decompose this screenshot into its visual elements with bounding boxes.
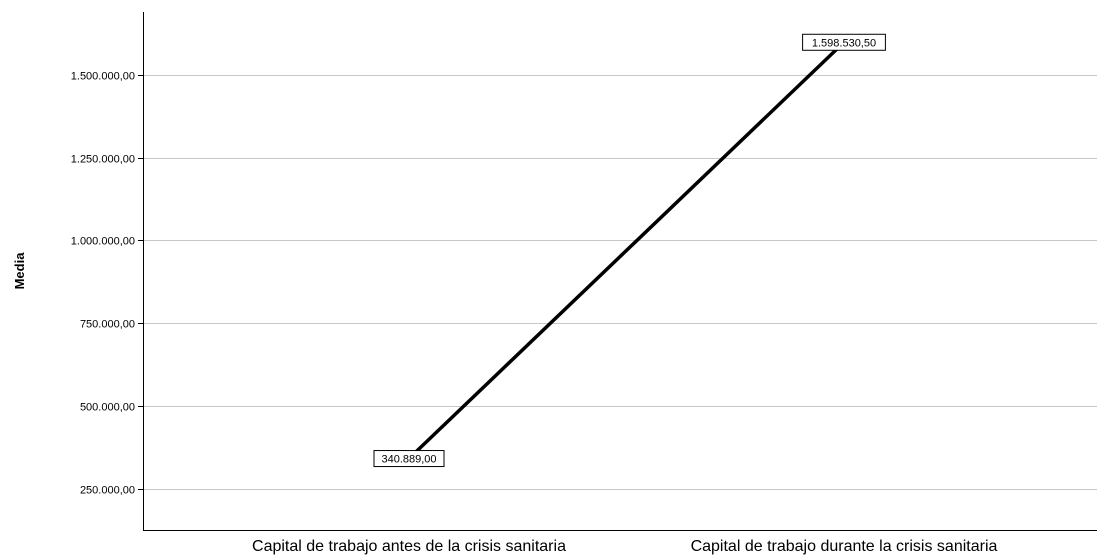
x-category-label: Capital de trabajo antes de la crisis sa… <box>252 538 566 555</box>
y-axis-label: Media <box>12 252 27 290</box>
y-tick-label: 1.500.000,00 <box>71 71 135 83</box>
series-line <box>407 41 846 460</box>
data-label: 1.598.530,50 <box>802 33 886 51</box>
x-axis-category-labels: Capital de trabajo antes de la crisis sa… <box>252 538 997 555</box>
y-tick-label: 1.000.000,00 <box>71 236 135 248</box>
data-label-text: 340.889,00 <box>381 454 436 466</box>
y-tick-label: 500.000,00 <box>80 402 135 414</box>
y-tick-label: 750.000,00 <box>80 319 135 331</box>
series-line-group <box>407 41 846 460</box>
axes <box>143 12 1097 531</box>
data-labels: 340.889,00 1.598.530,50 <box>373 33 886 468</box>
x-category-label: Capital de trabajo durante la crisis san… <box>691 538 998 555</box>
y-tick-label: 250.000,00 <box>80 485 135 497</box>
y-axis-ticks: 250.000,00 500.000,00 750.000,00 1.000.000,… <box>71 71 143 497</box>
data-label-box <box>373 450 445 468</box>
data-label-box <box>802 33 886 51</box>
data-label-text: 1.598.530,50 <box>812 37 876 49</box>
y-tick-label: 1.250.000,00 <box>71 154 135 166</box>
data-label: 340.889,00 <box>373 450 445 468</box>
gridlines <box>143 75 1097 490</box>
